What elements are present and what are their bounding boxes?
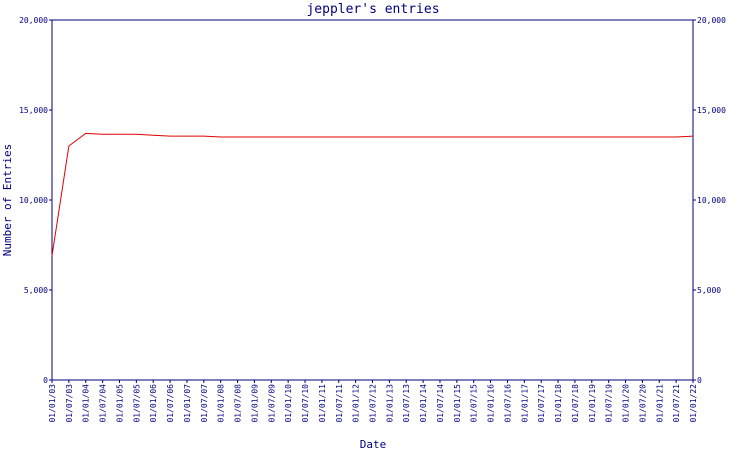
y2-tick-label: 15,000 (697, 106, 726, 115)
x-tick-label: 01/07/15 (470, 384, 479, 423)
x-tick-label: 01/01/13 (385, 384, 394, 423)
x-tick-label: 01/07/06 (166, 384, 175, 423)
x-tick-label: 01/01/05 (115, 384, 124, 423)
y-tick-label: 0 (43, 376, 48, 385)
x-tick-label: 01/01/10 (284, 384, 293, 423)
chart-title: jeppler's entries (306, 2, 439, 17)
x-tick-label: 01/01/09 (250, 384, 259, 423)
x-axis-label: Date (360, 438, 387, 450)
y-tick-label: 15,000 (19, 106, 48, 115)
x-tick-label: 01/01/15 (453, 384, 462, 423)
x-tick-label: 01/07/18 (571, 384, 580, 423)
x-tick-label: 01/07/12 (369, 384, 378, 423)
data-line (51, 132, 694, 256)
y-tick-label: 10,000 (19, 196, 48, 205)
x-tick-label: 01/07/10 (301, 384, 310, 423)
x-tick-label: 01/07/03 (65, 384, 74, 423)
x-tick-label: 01/01/12 (352, 384, 361, 423)
y-tick-label: 5,000 (24, 286, 48, 295)
x-tick-label: 01/07/13 (402, 384, 411, 423)
x-tick-label: 01/01/11 (318, 384, 327, 423)
x-tick-label: 01/01/21 (655, 384, 664, 423)
x-tick-label: 01/07/16 (503, 384, 512, 423)
x-tick-label: 01/07/20 (638, 384, 647, 423)
x-tick-label: 01/07/05 (132, 384, 141, 423)
x-tick-label: 01/01/14 (419, 384, 428, 423)
x-tick-label: 01/07/08 (234, 384, 243, 423)
x-tick-label: 01/01/17 (520, 384, 529, 423)
x-tick-label: 01/07/07 (200, 384, 209, 423)
y2-tick-label: 0 (697, 376, 702, 385)
y2-tick-label: 10,000 (697, 196, 726, 205)
x-tick-label: 01/07/19 (605, 384, 614, 423)
x-tick-label: 01/01/20 (622, 384, 631, 423)
x-tick-label: 01/07/17 (537, 384, 546, 423)
x-tick-label: 01/01/19 (588, 384, 597, 423)
y2-tick-label: 5,000 (697, 286, 721, 295)
y-axis-label: Number of Entries (1, 144, 14, 257)
x-tick-label: 01/07/09 (267, 384, 276, 423)
x-tick-label: 01/01/07 (183, 384, 192, 423)
x-tick-label: 01/07/21 (672, 384, 681, 423)
x-tick-label: 01/01/22 (689, 384, 698, 423)
x-tick-label: 01/01/04 (82, 384, 91, 423)
x-tick-label: 01/01/03 (48, 384, 57, 423)
x-tick-label: 01/01/16 (487, 384, 496, 423)
x-tick-label: 01/01/08 (217, 384, 226, 423)
y-tick-label: 20,000 (19, 16, 48, 25)
x-tick-label: 01/01/18 (554, 384, 563, 423)
x-tick-label: 01/07/11 (335, 384, 344, 423)
y2-tick-label: 20,000 (697, 16, 726, 25)
x-tick-label: 01/07/04 (99, 384, 108, 423)
x-tick-label: 01/07/14 (436, 384, 445, 423)
x-tick-label: 01/01/06 (149, 384, 158, 423)
